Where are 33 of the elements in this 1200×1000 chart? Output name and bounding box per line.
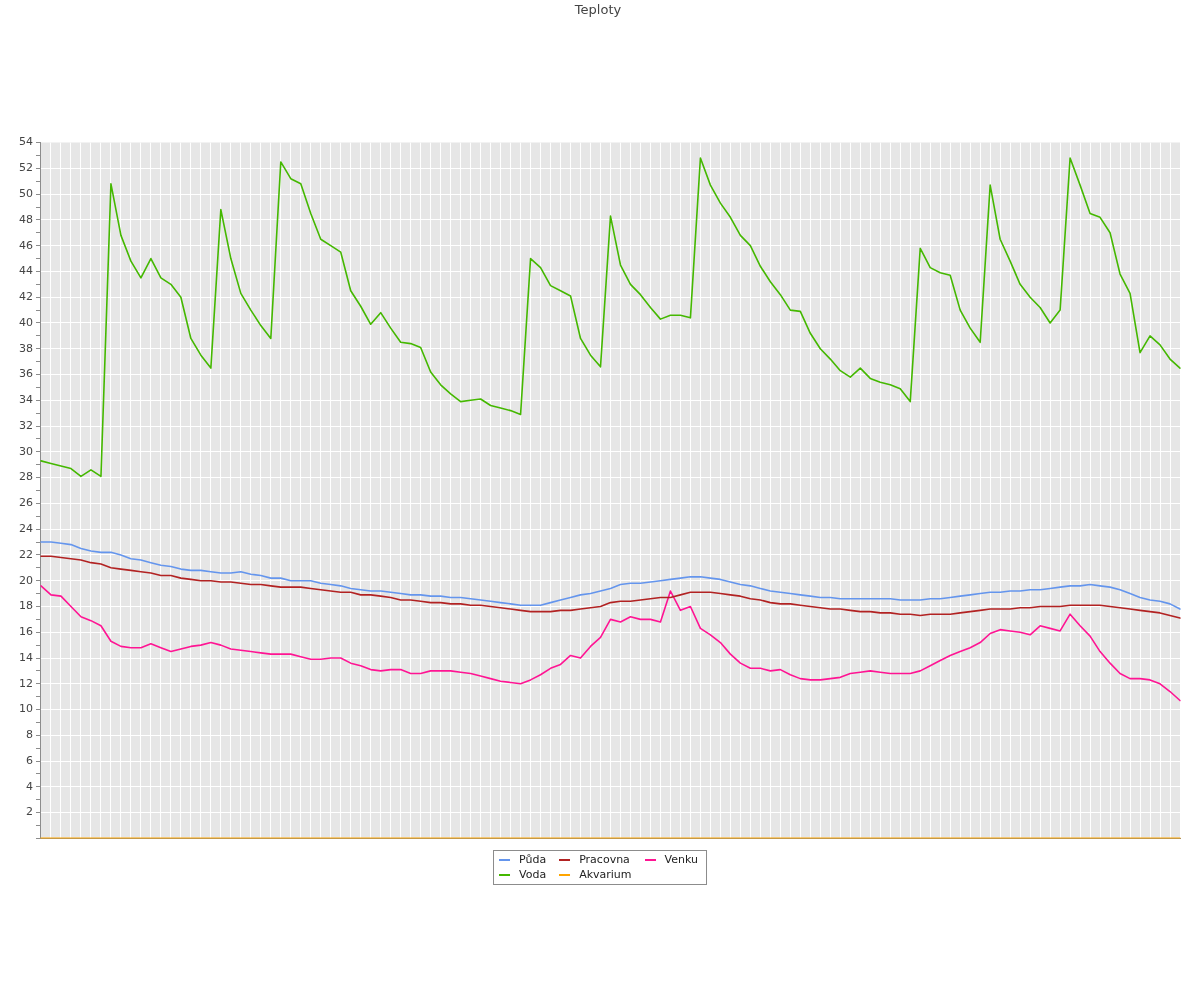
chart-title: Teploty — [573, 2, 622, 18]
legend-label: Venku — [664, 853, 698, 866]
y-tick-label: 34 — [19, 393, 33, 407]
y-tick-label: 16 — [19, 625, 33, 639]
y-tick-label: 4 — [26, 779, 33, 793]
y-tick-label: 14 — [19, 650, 33, 664]
y-tick-label: 26 — [19, 496, 33, 510]
y-tick-label: 12 — [19, 676, 33, 690]
y-tick-label: 30 — [19, 444, 33, 458]
y-tick-label: 40 — [19, 315, 33, 329]
y-tick-label: 38 — [19, 341, 33, 355]
legend-label: Akvarium — [579, 868, 632, 881]
y-tick-label: 22 — [19, 547, 33, 561]
legend-label: Voda — [519, 868, 547, 881]
legend-label: Pracovna — [579, 853, 630, 866]
y-tick-label: 6 — [26, 753, 33, 767]
y-tick-label: 10 — [19, 702, 33, 716]
y-tick-label: 50 — [19, 187, 33, 200]
y-tick-label: 24 — [19, 522, 33, 536]
y-tick-label: 42 — [19, 290, 33, 304]
legend-label: Půda — [519, 853, 547, 866]
y-tick-label: 32 — [19, 418, 33, 432]
y-tick-label: 48 — [19, 212, 33, 226]
y-tick-label: 28 — [19, 470, 33, 484]
y-tick-label: 36 — [19, 367, 33, 381]
y-tick-label: 52 — [19, 161, 33, 175]
y-tick-label: 2 — [26, 805, 33, 819]
y-tick-label: 18 — [19, 599, 33, 613]
y-tick-label: 44 — [19, 264, 33, 278]
y-tick-label: 8 — [26, 728, 33, 742]
y-tick-label: 54 — [19, 135, 33, 149]
y-tick-label: 46 — [19, 238, 33, 252]
y-tick-label: 20 — [19, 573, 33, 587]
